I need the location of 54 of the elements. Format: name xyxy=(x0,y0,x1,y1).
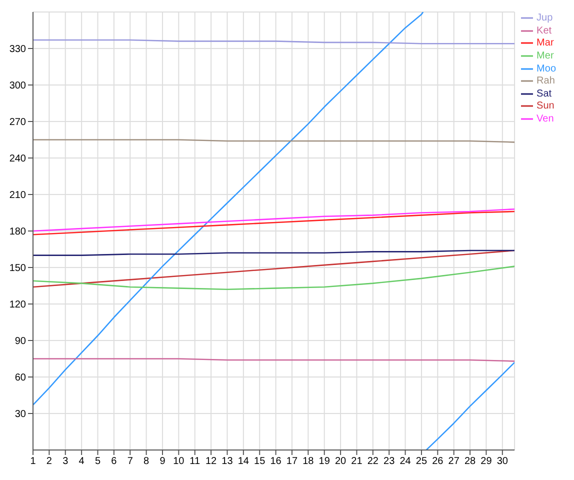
legend-label: Mer xyxy=(536,50,554,62)
x-tick-label: 12 xyxy=(205,456,218,468)
legend-label: Ket xyxy=(536,25,552,36)
x-tick-label: 7 xyxy=(127,456,134,468)
x-tick-label: 30 xyxy=(496,456,508,468)
y-tick-label: 270 xyxy=(9,117,26,128)
x-tick-label: 25 xyxy=(416,456,428,468)
legend-label: Ven xyxy=(536,114,554,125)
y-tick-label: 30 xyxy=(14,409,26,420)
legend-label: Mar xyxy=(536,38,554,49)
y-tick-label: 90 xyxy=(14,336,26,348)
x-tick-label: 27 xyxy=(448,456,460,468)
x-tick-label: 28 xyxy=(464,456,476,468)
x-tick-label: 20 xyxy=(334,456,347,468)
line-series xyxy=(33,210,515,236)
y-tick-label: 60 xyxy=(14,372,26,384)
x-tick-label: 29 xyxy=(480,456,492,468)
y-tick-label: 240 xyxy=(9,154,26,165)
y-tick-label: 210 xyxy=(9,190,26,202)
legend-label: Sat xyxy=(536,88,552,100)
line-series xyxy=(33,250,515,288)
x-tick-label: 14 xyxy=(238,456,250,468)
x-tick-label: 6 xyxy=(111,456,118,468)
y-tick-label: 330 xyxy=(9,44,26,56)
x-tick-label: 5 xyxy=(94,456,101,468)
x-tick-label: 26 xyxy=(432,456,444,468)
x-tick-label: 4 xyxy=(78,456,85,468)
x-tick-label: 17 xyxy=(286,456,298,468)
x-tick-label: 19 xyxy=(318,456,330,468)
legend-label: Rah xyxy=(536,76,555,87)
x-tick-label: 2 xyxy=(46,456,52,468)
legend-label: Jup xyxy=(536,12,553,24)
line-series xyxy=(33,266,515,290)
x-tick-label: 15 xyxy=(254,456,266,468)
y-tick-label: 120 xyxy=(9,300,26,311)
x-tick-label: 10 xyxy=(173,456,185,468)
x-tick-label: 1 xyxy=(30,456,36,468)
x-tick-label: 8 xyxy=(144,456,150,468)
x-tick-label: 22 xyxy=(367,456,379,468)
x-tick-label: 11 xyxy=(190,456,200,468)
y-tick-label: 300 xyxy=(9,80,26,92)
y-tick-label: 150 xyxy=(9,263,26,274)
line-series xyxy=(33,208,515,232)
x-tick-label: 16 xyxy=(270,456,282,468)
x-tick-label: 9 xyxy=(160,456,166,468)
x-tick-label: 21 xyxy=(351,456,363,468)
legend-label: Sun xyxy=(536,101,554,112)
legend-label: Moo xyxy=(536,63,556,74)
x-tick-label: 24 xyxy=(400,456,412,468)
x-tick-label: 23 xyxy=(384,456,396,468)
x-tick-label: 3 xyxy=(62,456,69,468)
x-tick-label: 13 xyxy=(222,456,234,468)
x-tick-label: 18 xyxy=(302,456,314,468)
y-tick-label: 180 xyxy=(9,226,26,238)
